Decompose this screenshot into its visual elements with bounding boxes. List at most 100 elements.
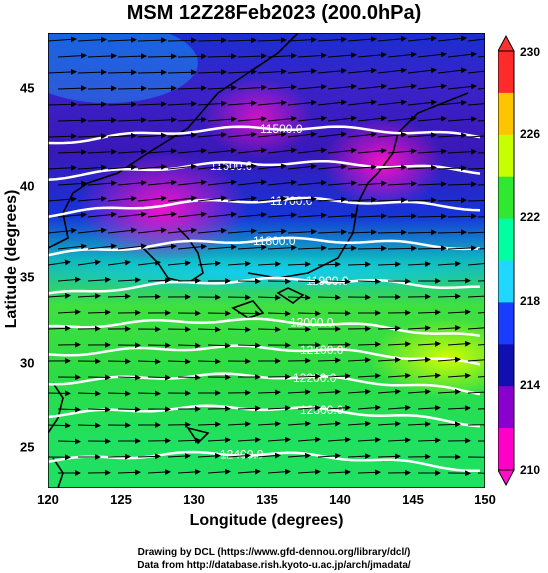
wind-arrow	[347, 99, 377, 106]
colorbar-top-triangle	[498, 34, 515, 52]
wind-arrow	[357, 372, 381, 379]
wind-arrow	[387, 180, 417, 187]
wind-arrow	[147, 342, 171, 349]
wind-arrow	[167, 326, 191, 333]
wind-arrow	[417, 372, 441, 379]
contour-label: 12100.0	[300, 343, 344, 357]
wind-arrow	[87, 211, 117, 218]
wind-arrow	[257, 326, 281, 333]
wind-arrow	[417, 245, 447, 252]
wind-arrow	[317, 229, 347, 236]
wind-arrow	[117, 53, 147, 60]
wind-arrow	[437, 35, 467, 42]
colorbar-label: 222	[520, 210, 540, 224]
wind-arrow	[377, 164, 407, 171]
wind-arrow	[317, 388, 341, 395]
wind-arrow	[147, 85, 177, 92]
wind-arrow	[347, 261, 371, 268]
wind-arrow	[387, 404, 411, 411]
wind-arrow	[357, 180, 387, 187]
wind-arrow	[197, 421, 221, 428]
wind-arrow	[317, 452, 341, 459]
wind-arrow	[437, 324, 461, 331]
colorbar-swatch	[498, 176, 514, 220]
wind-arrow	[48, 36, 77, 43]
wind-arrow	[407, 421, 431, 428]
wind-arrow	[437, 197, 467, 204]
wind-arrow	[117, 117, 147, 124]
wind-arrow	[377, 388, 401, 395]
colorbar-label: 218	[520, 294, 540, 308]
colorbar-label: 226	[520, 127, 540, 141]
wind-arrow	[57, 52, 87, 59]
x-tick-label: 120	[37, 492, 59, 507]
wind-arrow	[317, 67, 347, 74]
colorbar-bottom-triangle	[498, 469, 515, 487]
wind-arrow	[87, 243, 117, 250]
wind-arrow	[57, 117, 87, 124]
wind-arrow	[267, 84, 297, 91]
wind-arrow	[207, 468, 231, 475]
wind-arrow	[117, 277, 141, 284]
wind-arrow	[147, 116, 177, 123]
wind-arrow	[387, 341, 411, 348]
wind-arrow	[327, 245, 357, 252]
wind-arrow	[197, 326, 221, 333]
wind-arrow	[227, 260, 251, 267]
wind-arrow	[437, 388, 461, 395]
wind-arrow	[117, 243, 147, 250]
wind-arrow	[48, 325, 71, 332]
wind-arrow	[447, 116, 477, 123]
wind-arrow	[377, 325, 401, 332]
wind-arrow	[48, 133, 77, 140]
wind-arrow	[107, 132, 137, 139]
wind-arrow	[167, 453, 191, 460]
wind-arrow	[237, 53, 267, 60]
wind-arrow	[117, 469, 141, 476]
wind-arrow	[227, 100, 257, 107]
wind-arrow	[137, 163, 167, 170]
wind-arrow	[387, 437, 411, 444]
wind-arrow	[357, 278, 381, 285]
wind-arrow	[57, 85, 87, 92]
wind-arrow	[297, 245, 327, 252]
contour-label: 11500.0	[260, 122, 303, 136]
wind-arrow	[227, 228, 257, 235]
wind-arrow	[137, 227, 167, 234]
wind-arrow	[407, 197, 437, 204]
x-tick-label: 135	[256, 492, 278, 507]
wind-arrow	[177, 243, 207, 250]
wind-arrow	[467, 293, 485, 300]
wind-arrow	[477, 376, 485, 378]
wind-arrow	[77, 195, 107, 202]
wind-arrow	[357, 436, 381, 443]
wind-arrow	[357, 341, 381, 348]
wind-arrow	[387, 83, 417, 90]
wind-arrow	[387, 115, 417, 122]
wind-arrow	[177, 374, 201, 381]
wind-arrow	[87, 148, 117, 155]
contour-line	[48, 159, 481, 181]
wind-arrow	[477, 343, 485, 346]
wind-arrow	[237, 211, 267, 218]
wind-arrow	[287, 261, 311, 268]
wind-arrow	[327, 436, 351, 443]
colorbar-swatch	[498, 51, 514, 94]
wind-arrow	[437, 229, 467, 236]
wind-arrow	[437, 260, 461, 267]
wind-arrow	[87, 52, 117, 59]
wind-arrow	[197, 37, 227, 44]
wind-arrow	[447, 181, 477, 188]
wind-vectors	[48, 35, 485, 477]
wind-arrow	[147, 243, 177, 250]
wind-arrow	[327, 180, 357, 187]
credit-drawing: Drawing by DCL (https://www.gfd-dennou.o…	[137, 547, 411, 558]
wind-arrow	[297, 278, 321, 285]
wind-arrow	[87, 309, 111, 316]
wind-arrow	[257, 68, 287, 75]
wind-arrow	[347, 67, 377, 74]
wind-arrow	[137, 453, 161, 460]
wind-arrow	[267, 278, 291, 285]
wind-arrow	[287, 131, 317, 138]
contour-label: 11900.0	[306, 274, 349, 288]
